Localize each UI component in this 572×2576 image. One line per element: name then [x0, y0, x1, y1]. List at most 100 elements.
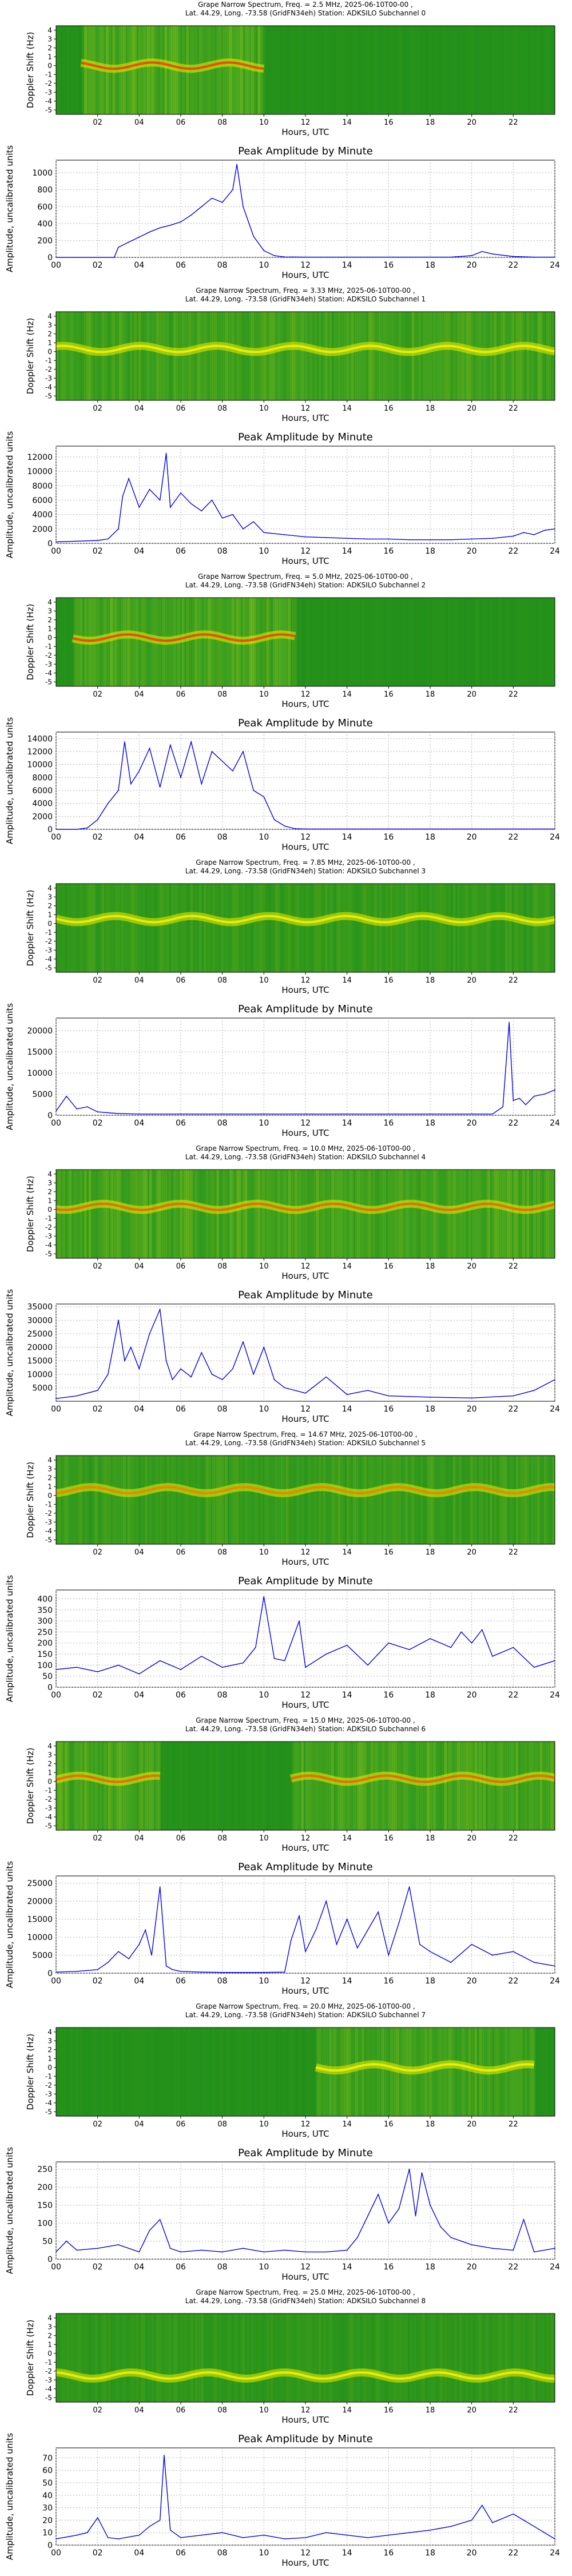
spectrogram-column — [243, 884, 245, 972]
spectrogram-column — [132, 598, 135, 686]
spectrogram-column — [227, 1170, 230, 1258]
spectrogram-column — [216, 884, 219, 972]
spectrogram-column — [496, 312, 499, 400]
spectrogram-column — [500, 1170, 503, 1258]
spectrogram-column — [125, 1742, 128, 1830]
spectrogram-column — [194, 884, 198, 972]
spectrogram-column — [509, 884, 512, 972]
spectrogram-column — [492, 312, 495, 400]
spectrum-xtick-label: 02 — [93, 118, 102, 127]
spectrogram-column — [494, 1170, 497, 1258]
spectrum-ytick-label: 3 — [47, 607, 52, 615]
amplitude-ylabel: Amplitude, uncalibrated units — [5, 2147, 15, 2275]
spectrogram-column — [333, 884, 336, 972]
amplitude-point — [165, 452, 167, 454]
amplitude-xtick-label: 24 — [550, 547, 560, 556]
spectrogram-column — [305, 1456, 308, 1544]
spectrogram-column — [104, 1456, 106, 1544]
spectrogram-column — [357, 1170, 360, 1258]
spectrogram-column — [208, 26, 210, 114]
spectrogram-column — [138, 26, 141, 114]
spectrogram-column — [452, 1170, 456, 1258]
spectrogram-column — [371, 26, 373, 114]
spectrogram-column — [140, 1456, 144, 1544]
spectrogram-column — [377, 2028, 380, 2116]
spectrogram-column — [340, 1456, 343, 1544]
spectrogram-column — [273, 884, 276, 972]
spectrogram-column — [409, 1742, 412, 1830]
spectrogram-column — [435, 26, 438, 114]
spectrogram-column — [381, 1456, 384, 1544]
spectrogram-column — [375, 312, 378, 400]
amplitude-ylabel: Amplitude, uncalibrated units — [5, 145, 15, 273]
amplitude-svg: 00 02 04 06 08 10 12 14 16 18 20 22 2405000100001500… — [5, 1861, 560, 1996]
spectrogram-column — [145, 1742, 148, 1830]
spectrogram-column — [297, 598, 299, 686]
spectrogram-column — [479, 598, 481, 686]
spectrogram-column — [273, 1456, 276, 1544]
spectrogram-column — [253, 2028, 256, 2116]
spectrogram-column — [429, 2028, 432, 2116]
spectrogram-column — [243, 1170, 245, 1258]
spectrum-ytick-label: 0 — [47, 1778, 52, 1786]
spectrogram-column — [444, 1742, 447, 1830]
spectrogram-column — [438, 2028, 440, 2116]
amplitude-title: Peak Amplitude by Minute — [238, 431, 373, 443]
spectrogram-column — [329, 598, 332, 686]
spectrogram-column — [520, 2313, 523, 2402]
spectrogram-column — [290, 884, 293, 972]
spectrogram-column — [509, 2028, 512, 2116]
amplitude-title: Peak Amplitude by Minute — [238, 1289, 373, 1301]
spectrum-xtick-label: 22 — [509, 2406, 518, 2415]
spectrogram-column — [129, 1456, 133, 1544]
spectrogram-column — [396, 1456, 399, 1544]
spectrogram-column — [344, 2313, 347, 2402]
spectrogram-column — [544, 2313, 547, 2402]
spectrogram-column — [394, 312, 397, 400]
spectrogram-column — [307, 884, 311, 972]
spectrum-ytick-label: 3 — [47, 2037, 52, 2045]
spectrogram-column — [364, 1170, 367, 1258]
spectrogram-column — [123, 598, 126, 686]
spectrogram-column — [520, 2028, 523, 2116]
amplitude-point — [243, 751, 244, 752]
spectrum-ytick-label: 1 — [47, 1482, 52, 1490]
spectrogram-column — [379, 1170, 382, 1258]
spectrogram-column — [433, 312, 436, 400]
spectrogram-column — [106, 884, 109, 972]
spectrogram-column — [353, 1170, 356, 1258]
amplitude-xtick-label: 02 — [93, 833, 103, 842]
spectrogram-column — [375, 2313, 378, 2402]
spectrum-ytick-label: 0 — [47, 1492, 52, 1500]
amplitude-ylabel: Amplitude, uncalibrated units — [5, 1003, 15, 1131]
spectrogram-column — [201, 312, 204, 400]
spectrogram-column — [453, 598, 455, 686]
spectrogram-column — [526, 1742, 530, 1830]
spectrogram-column — [117, 884, 120, 972]
spectrogram-column — [518, 2313, 521, 2402]
spectrogram-column — [515, 26, 519, 114]
spectrogram-column — [520, 1170, 523, 1258]
spectrogram-column — [472, 26, 475, 114]
spectrogram-column — [550, 598, 553, 686]
spectrogram-column — [269, 1742, 271, 1830]
spectrogram-column — [123, 1742, 126, 1830]
spectrogram-column — [301, 1456, 304, 1544]
spectrogram-column — [344, 1742, 347, 1830]
amplitude-point — [97, 540, 98, 541]
spectrogram-column — [153, 1170, 156, 1258]
spectrogram-column — [284, 26, 286, 114]
amplitude-xtick-label: 20 — [467, 1691, 477, 1700]
spectrogram-column — [271, 1742, 273, 1830]
spectrogram-column — [433, 598, 436, 686]
spectrum-xtick-label: 12 — [301, 1834, 311, 1843]
spectrum-ytick-label: 3 — [47, 321, 52, 329]
amplitude-point — [128, 478, 129, 479]
amplitude-point — [430, 256, 431, 258]
spectrogram-column — [347, 598, 349, 686]
spectrogram-column — [427, 312, 430, 400]
spectrogram-column — [208, 1456, 210, 1544]
spectrogram-column — [503, 598, 505, 686]
spectrogram-column — [184, 598, 187, 686]
spectrogram-column — [553, 1456, 555, 1544]
